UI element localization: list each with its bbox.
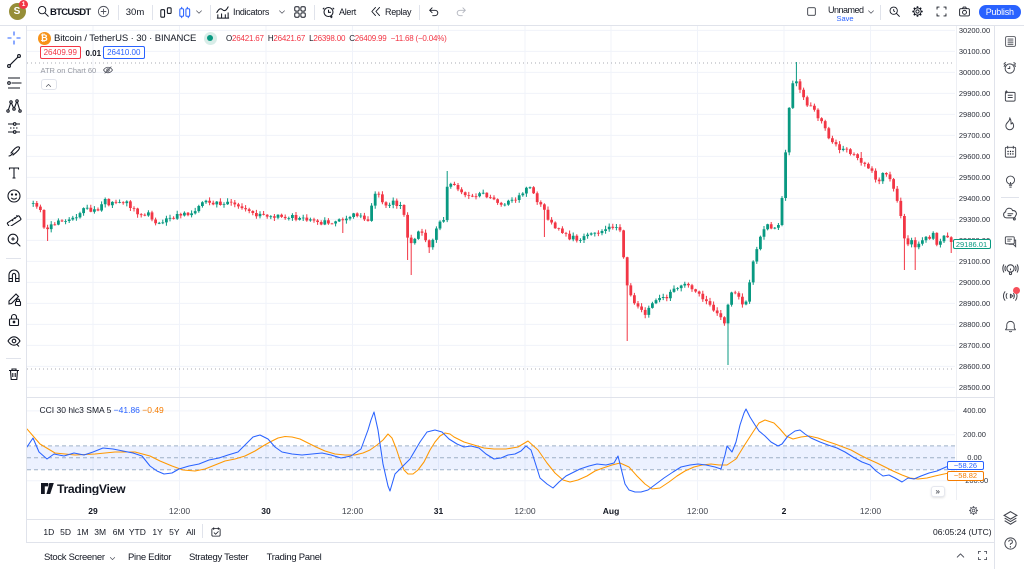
svg-text:TradingView: TradingView	[57, 483, 126, 495]
